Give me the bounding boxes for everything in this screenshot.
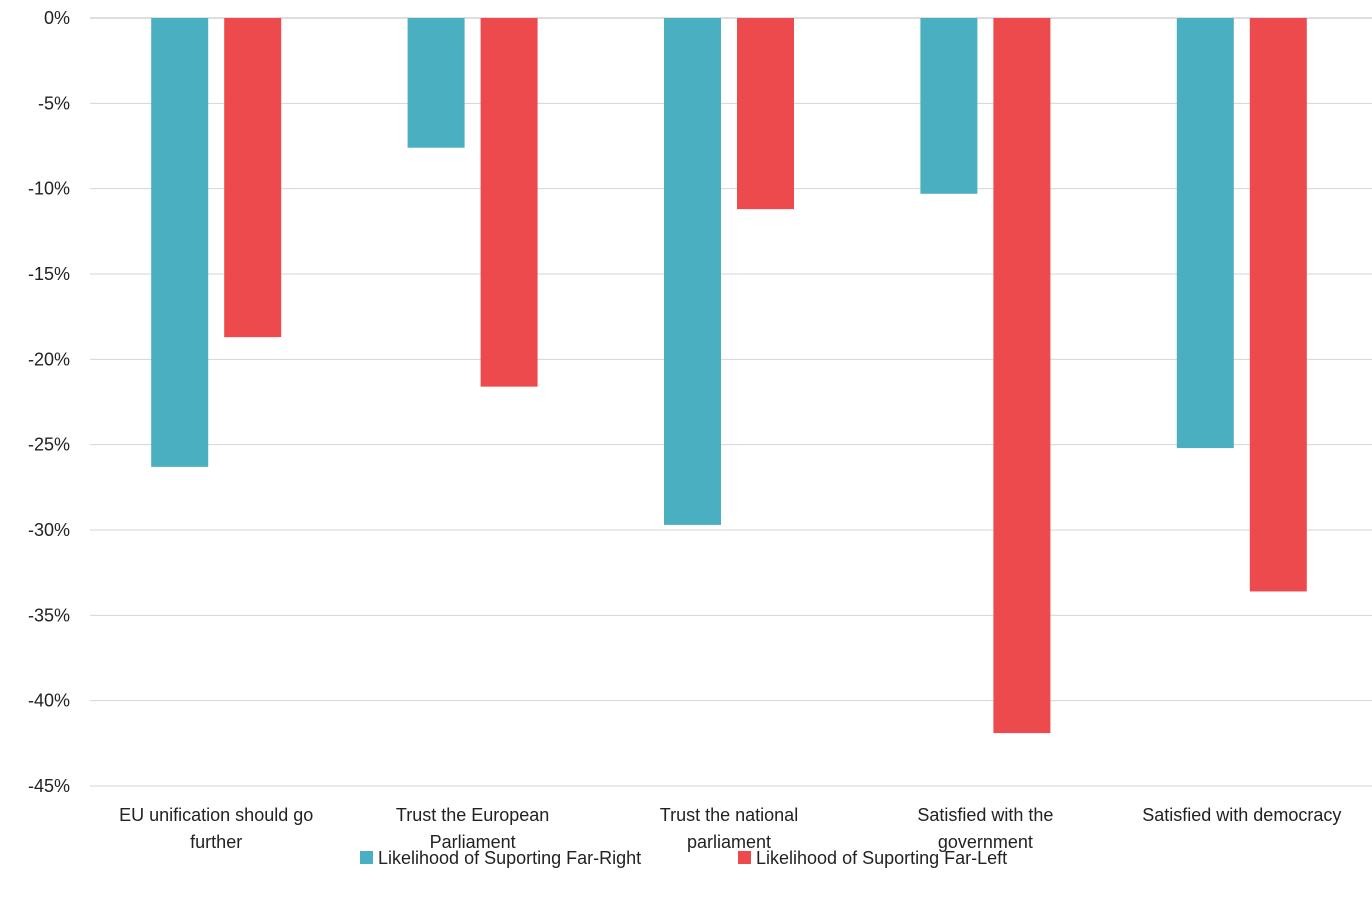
y-tick-label: -45% (28, 776, 70, 796)
y-tick-label: -25% (28, 435, 70, 455)
y-tick-label: -40% (28, 691, 70, 711)
bar-far-left (480, 18, 538, 387)
legend: Likelihood of Suporting Far-Right Likelih… (360, 848, 1007, 868)
y-tick-label: 0% (44, 8, 70, 28)
x-category-label: Trust the European Parliament (396, 805, 549, 852)
legend-swatch (738, 851, 751, 864)
x-axis-category-labels: EU unification should go further Trust the… (119, 805, 1341, 852)
x-category-label: Satisfied with the government (917, 805, 1053, 852)
bar-far-right (151, 18, 209, 467)
legend-label: Likelihood of Suporting Far-Left (756, 848, 1007, 868)
y-axis-tick-labels: 0% -5% -10% -15% -20% -25% -30% -35% -40% -45% (28, 8, 70, 796)
y-tick-label: -35% (28, 605, 70, 625)
bar-far-left (737, 18, 794, 210)
legend-swatch (360, 851, 373, 864)
bar-far-right (920, 18, 978, 194)
y-tick-label: -30% (28, 520, 70, 540)
legend-label: Likelihood of Suporting Far-Right (378, 848, 641, 868)
x-category-label: Satisfied with democracy (1142, 805, 1341, 825)
gridlines (90, 17, 1372, 787)
y-tick-label: -10% (28, 179, 70, 199)
x-category-label: EU unification should go further (119, 805, 313, 852)
bar-far-right (664, 18, 721, 525)
y-tick-label: -20% (28, 349, 70, 369)
bar-far-right (1176, 18, 1234, 449)
bars (151, 18, 1307, 734)
y-tick-label: -15% (28, 264, 70, 284)
bar-far-left (224, 18, 282, 338)
bar-far-left (1249, 18, 1307, 592)
bar-far-right (407, 18, 465, 148)
bar-far-left (993, 18, 1051, 734)
y-tick-label: -5% (38, 93, 70, 113)
x-category-label: Trust the national parliament (660, 805, 798, 852)
